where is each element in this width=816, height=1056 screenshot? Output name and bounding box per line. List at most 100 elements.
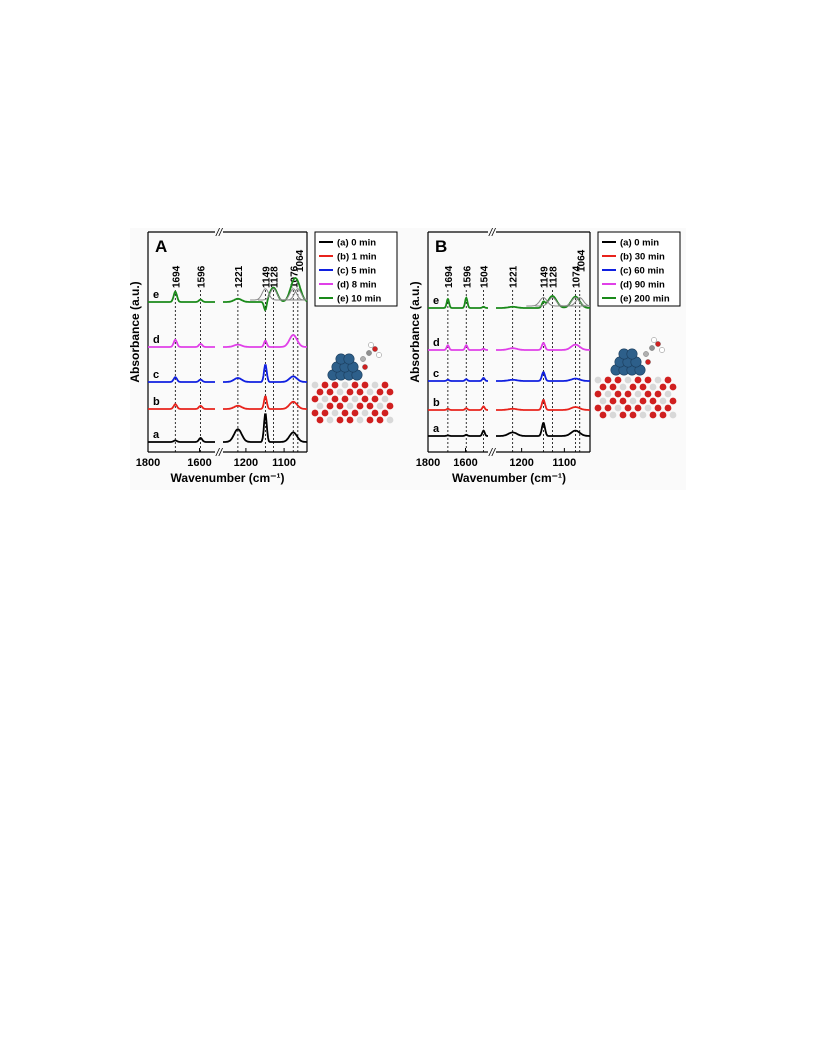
peak-label: 1064 (295, 249, 306, 272)
legend-entry: (e) 10 min (337, 294, 382, 305)
slab-atom (629, 411, 637, 419)
slab-atom (336, 416, 344, 424)
panel-a: // // A 1800 1600 1200 1100 Wavenumber (cm⁻¹) Ab… (128, 227, 398, 485)
slab-atom (619, 383, 627, 391)
slab-atom (311, 395, 319, 403)
legend-entry: (d) 90 min (620, 280, 665, 291)
slab-atom (341, 395, 349, 403)
slab-atom (361, 409, 369, 417)
adsorbate-atom (649, 345, 655, 351)
slab-atom (326, 416, 334, 424)
peak-label: 1694 (444, 265, 455, 288)
slab-atom (311, 409, 319, 417)
slab-atom (629, 397, 637, 405)
slab-atom (331, 409, 339, 417)
slab-atom (346, 388, 354, 396)
slab-atom (644, 404, 652, 412)
slab-atom (669, 397, 677, 405)
x-axis-label: Wavenumber (cm⁻¹) (452, 471, 566, 485)
slab-atom (321, 395, 329, 403)
peak-label: 1149 (261, 266, 272, 288)
series-line--c-60-min (428, 371, 590, 382)
adsorbate-atom (376, 352, 382, 358)
peak-label: 1149 (539, 266, 550, 288)
x-tick-label: 1800 (136, 457, 160, 469)
x-tick-label: 1200 (234, 457, 258, 469)
trace-letter: b (153, 396, 160, 408)
slab-atom (644, 390, 652, 398)
slab-atom (609, 411, 617, 419)
slab-atom (609, 397, 617, 405)
slab-atom (624, 404, 632, 412)
slab-atom (326, 402, 334, 410)
slab-atom (654, 404, 662, 412)
slab-atom (386, 416, 394, 424)
slab-atom (614, 404, 622, 412)
slab-atom (346, 402, 354, 410)
slab-atom (321, 381, 329, 389)
slab-atom (634, 376, 642, 384)
slab-atom (366, 388, 374, 396)
slab-atom (594, 376, 602, 384)
slab-atom (351, 381, 359, 389)
peak-label: 1128 (548, 266, 559, 288)
y-axis-label: Absorbance (a.u.) (408, 281, 422, 382)
x-tick-label: 1100 (272, 457, 296, 469)
slab-atom (624, 390, 632, 398)
slab-atom (634, 404, 642, 412)
peak-label: 1504 (480, 265, 491, 288)
slab-atom (614, 390, 622, 398)
slab-atom (316, 388, 324, 396)
slab-atom (609, 383, 617, 391)
trace-letter: a (153, 429, 160, 441)
adsorbate-atom (362, 364, 368, 370)
legend-entry: (d) 8 min (337, 280, 377, 291)
slab-atom (336, 402, 344, 410)
slab-atom (371, 381, 379, 389)
axis-break-top: // (215, 227, 223, 239)
slab-atom (351, 395, 359, 403)
x-tick-label: 1200 (509, 457, 533, 469)
fit-curve (282, 288, 308, 301)
adsorbate-atom (360, 356, 366, 362)
slab-atom (341, 409, 349, 417)
slab-atom (594, 390, 602, 398)
slab-atom (376, 416, 384, 424)
axis-break-top: // (488, 227, 496, 239)
x-tick-label: 1600 (187, 457, 211, 469)
adsorbate-atom (645, 359, 651, 365)
panel-label: A (155, 237, 167, 256)
slab-atom (331, 395, 339, 403)
adsorbate-atom (366, 350, 372, 356)
slab-atom (336, 388, 344, 396)
slab-atom (604, 376, 612, 384)
x-tick-label: 1800 (416, 457, 440, 469)
slab-atom (664, 404, 672, 412)
trace-letter: b (433, 397, 440, 409)
slab-atom (604, 404, 612, 412)
slab-atom (664, 390, 672, 398)
series-line--d-8-min (148, 334, 307, 348)
adsorbate-atom (655, 341, 661, 347)
peak-label: 1074 (571, 265, 582, 288)
legend-entry: (e) 200 min (620, 294, 670, 305)
slab-atom (326, 388, 334, 396)
series-line--e-200-min (428, 295, 591, 309)
slab-atom (669, 411, 677, 419)
slab-atom (659, 397, 667, 405)
legend-entry: (b) 30 min (620, 252, 665, 263)
slab-atom (371, 395, 379, 403)
slab-atom (654, 390, 662, 398)
slab-atom (649, 383, 657, 391)
panel-b: // // B 1800 1600 1200 1100 Wavenumber (cm⁻¹) Ab… (408, 227, 681, 485)
peak-label: 1076 (289, 265, 300, 288)
slab-atom (371, 409, 379, 417)
peak-label: 1128 (269, 266, 280, 288)
slab-atom (386, 388, 394, 396)
x-tick-label: 1100 (552, 457, 576, 469)
molecule-inset (594, 337, 677, 419)
cluster-atom (626, 348, 638, 360)
molecule-inset (311, 342, 394, 424)
slab-atom (356, 388, 364, 396)
